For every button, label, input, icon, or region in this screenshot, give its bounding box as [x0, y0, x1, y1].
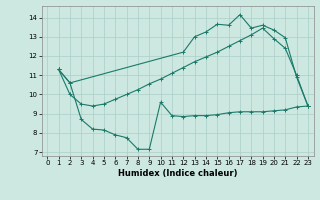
- X-axis label: Humidex (Indice chaleur): Humidex (Indice chaleur): [118, 169, 237, 178]
